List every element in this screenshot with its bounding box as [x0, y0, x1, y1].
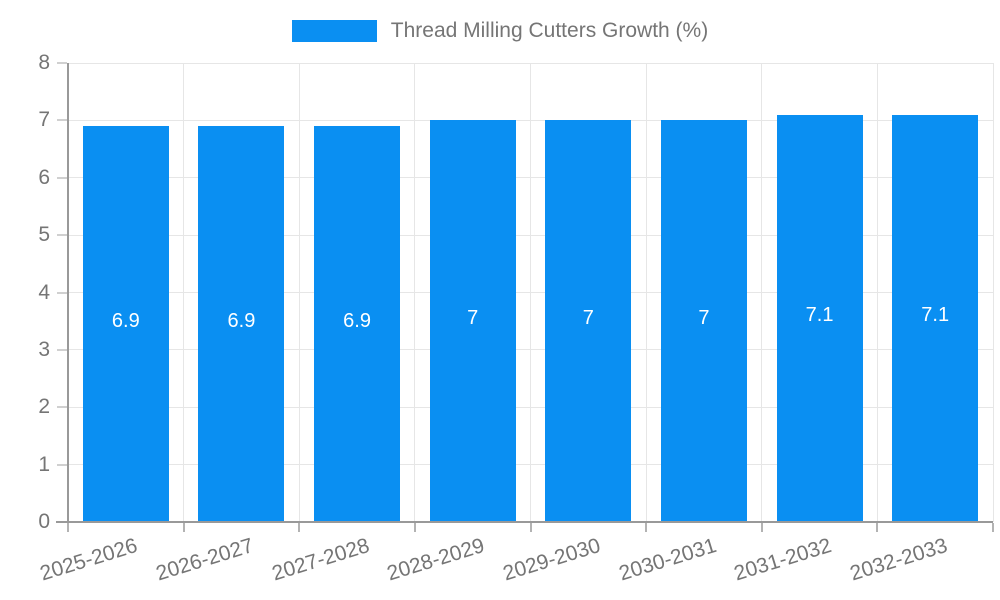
- x-tick-mark: [182, 523, 185, 532]
- y-tick-mark: [57, 348, 67, 351]
- y-tick-label: 0: [38, 510, 50, 533]
- legend-swatch: [291, 20, 377, 42]
- x-tick-label: 2025-2026: [37, 534, 141, 586]
- x-tick-label: 2030-2031: [615, 534, 719, 586]
- y-tick-label: 8: [38, 51, 50, 74]
- bar-value-label: 7: [467, 307, 479, 330]
- y-tick-mark: [57, 291, 67, 294]
- v-gridline: [530, 63, 531, 522]
- v-gridline: [298, 63, 300, 522]
- y-tick-label: 4: [38, 280, 50, 304]
- v-gridline: [992, 63, 994, 522]
- bar-value-label: 7.1: [805, 304, 834, 327]
- x-tick-mark: [413, 523, 416, 532]
- y-tick-mark: [57, 62, 67, 64]
- y-axis-line: [67, 63, 69, 522]
- x-tick-label: 2027-2028: [269, 534, 372, 586]
- bar[interactable]: 7: [660, 120, 747, 522]
- x-tick-mark: [298, 523, 301, 532]
- chart-legend[interactable]: Thread Milling Cutters Growth (%): [0, 19, 1000, 43]
- bar[interactable]: 7.1: [776, 114, 863, 522]
- x-tick-mark: [876, 523, 879, 532]
- y-tick-label: 2: [38, 395, 50, 419]
- x-tick-mark: [992, 523, 994, 532]
- y-tick-mark: [57, 234, 67, 237]
- v-gridline: [183, 63, 185, 522]
- y-tick-mark: [57, 406, 67, 409]
- plot-area: 6.9 6.9 6.9 7 7 7 7.1 7.1: [56, 62, 994, 523]
- bar[interactable]: 7: [429, 120, 516, 522]
- bar-value-label: 7: [698, 307, 710, 330]
- y-tick-label: 3: [38, 337, 50, 361]
- bar-value-label: 6.9: [343, 310, 371, 333]
- v-gridline: [761, 63, 763, 522]
- bar[interactable]: 7.1: [892, 114, 979, 522]
- y-tick-mark: [57, 119, 67, 122]
- legend-label: Thread Milling Cutters Growth (%): [390, 19, 709, 42]
- x-tick-mark: [67, 523, 69, 532]
- v-gridline: [876, 63, 878, 522]
- v-gridline: [414, 63, 416, 522]
- y-tick-label: 1: [38, 452, 50, 476]
- bar-value-label: 7.1: [921, 304, 950, 327]
- v-gridline: [645, 63, 647, 522]
- x-axis-line: [56, 521, 993, 523]
- y-tick-label: 6: [38, 165, 50, 189]
- x-tick-label: 2032-2033: [847, 534, 950, 586]
- x-tick-mark: [760, 523, 763, 532]
- x-tick-mark: [529, 523, 532, 532]
- y-tick-mark: [57, 176, 67, 179]
- bar[interactable]: 6.9: [82, 126, 169, 522]
- bar[interactable]: 6.9: [314, 126, 401, 522]
- x-tick-label: 2029-2030: [500, 534, 604, 586]
- x-tick-mark: [645, 523, 648, 532]
- y-tick-mark: [57, 463, 67, 466]
- bar-value-label: 6.9: [111, 310, 140, 333]
- y-tick-label: 7: [38, 108, 50, 132]
- bar-value-label: 6.9: [227, 310, 256, 333]
- bar[interactable]: 7: [545, 120, 632, 522]
- y-tick-label: 5: [38, 223, 50, 247]
- x-tick-label: 2031-2032: [731, 534, 835, 586]
- bar[interactable]: 6.9: [198, 126, 285, 522]
- x-tick-label: 2028-2029: [384, 534, 488, 586]
- x-tick-label: 2026-2027: [153, 534, 257, 586]
- bar-value-label: 7: [582, 307, 594, 330]
